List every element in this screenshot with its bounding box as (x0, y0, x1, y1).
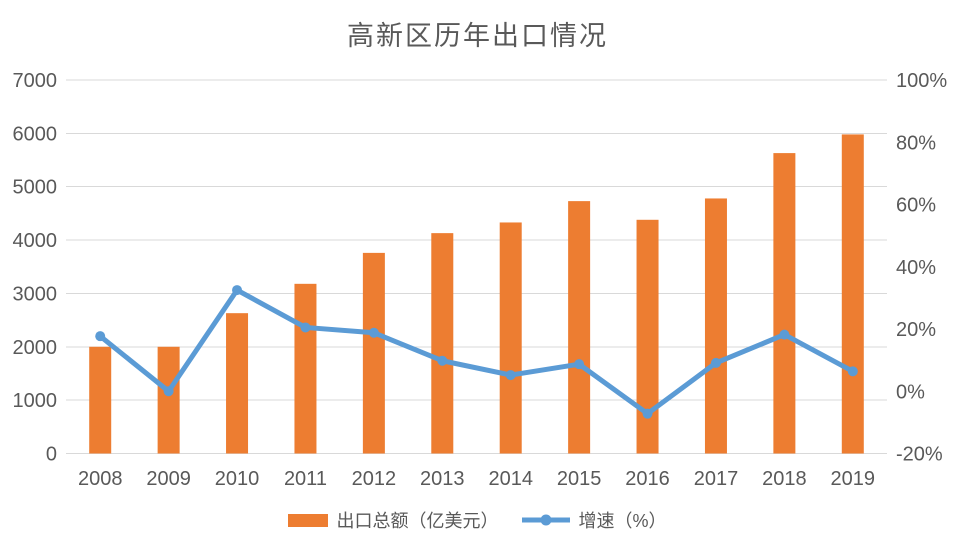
left-axis-tick-label: 5000 (13, 177, 58, 199)
right-axis-tick-label: 60% (896, 195, 936, 217)
export-bar (773, 153, 796, 454)
legend-bar-label: 出口总额（亿美元） (336, 511, 499, 531)
right-axis-tick-label: 80% (896, 132, 936, 154)
legend-bar-swatch-icon (288, 513, 329, 527)
growth-line-marker (505, 370, 516, 381)
left-axis-tick-label: 3000 (13, 283, 58, 305)
export-bar (89, 346, 112, 454)
left-axis-tick-label: 4000 (13, 230, 58, 252)
x-axis-tick-label: 2016 (625, 468, 670, 490)
export-bar (568, 201, 591, 454)
x-axis-tick-label: 2019 (831, 468, 876, 490)
left-axis-tick-label: 6000 (13, 123, 58, 145)
export-bar (704, 198, 727, 454)
x-axis-tick-label: 2010 (215, 468, 260, 490)
left-axis-tick-label: 2000 (13, 337, 58, 359)
x-axis-tick-label: 2008 (78, 468, 123, 490)
x-axis-tick-label: 2013 (420, 468, 465, 490)
legend-item-exports: 出口总额（亿美元） (288, 507, 498, 533)
growth-line-marker (642, 408, 653, 419)
chart-legend: 出口总额（亿美元） 增速（%） (0, 507, 955, 533)
left-axis-tick-label: 7000 (13, 70, 58, 92)
export-bar (841, 134, 864, 454)
right-axis-tick-label: 100% (896, 70, 947, 92)
right-axis-tick-label: 0% (896, 381, 925, 403)
x-axis-tick-label: 2011 (284, 468, 327, 490)
legend-line-swatch-icon (522, 514, 571, 526)
left-axis-tick-label: 1000 (13, 390, 58, 412)
growth-line-marker (163, 386, 174, 397)
export-bar (226, 313, 249, 454)
right-axis-tick-label: -20% (896, 444, 943, 466)
export-bar (294, 283, 317, 454)
legend-item-growth: 增速（%） (522, 507, 667, 533)
x-axis-tick-label: 2018 (762, 468, 807, 490)
export-bar (157, 346, 180, 454)
chart-title: 高新区历年出口情况 (347, 21, 608, 51)
x-axis-tick-label: 2015 (557, 468, 602, 490)
export-bar (431, 233, 454, 454)
export-bar (499, 222, 522, 454)
growth-line (97, 287, 856, 417)
growth-line-marker (300, 322, 311, 333)
legend-line-label: 增速（%） (578, 511, 667, 531)
growth-line-marker (95, 331, 106, 342)
right-axis-tick-label: 40% (896, 257, 936, 279)
growth-line-marker (847, 366, 858, 377)
export-bar (362, 252, 385, 454)
left-axis-tick-label: 0 (46, 444, 57, 466)
growth-line-marker (574, 359, 585, 370)
growth-line-marker (779, 329, 790, 340)
x-axis-tick-label: 2014 (488, 468, 533, 490)
x-axis-tick-label: 2012 (352, 468, 397, 490)
export-bar (636, 219, 659, 454)
x-axis-tick-label: 2017 (694, 468, 739, 490)
x-axis-tick-label: 2009 (146, 468, 191, 490)
growth-line-marker (232, 285, 243, 296)
right-axis-tick-label: 20% (896, 319, 936, 341)
growth-line-marker (710, 357, 721, 368)
growth-line-marker (368, 327, 379, 338)
growth-line-marker (437, 355, 448, 366)
